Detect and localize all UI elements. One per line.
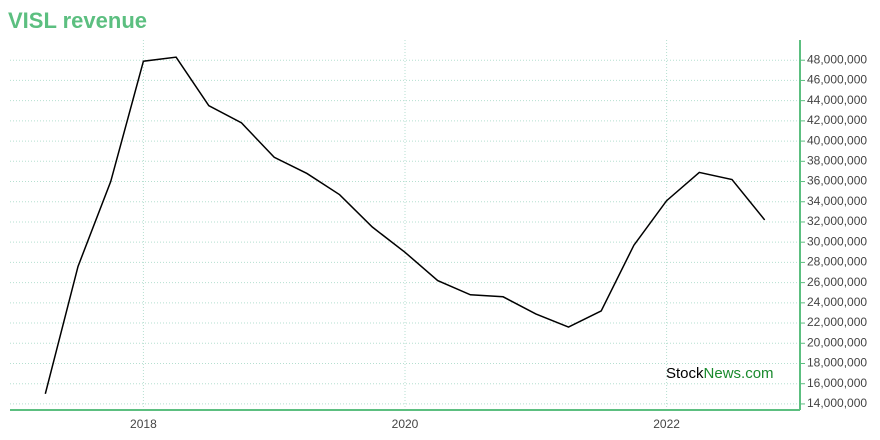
y-tick-label: 34,000,000 bbox=[807, 194, 867, 208]
x-tick-label: 2022 bbox=[653, 417, 680, 431]
watermark-right: News.com bbox=[704, 365, 774, 382]
y-tick-label: 18,000,000 bbox=[807, 356, 867, 370]
y-tick-label: 48,000,000 bbox=[807, 52, 867, 66]
y-tick-label: 14,000,000 bbox=[807, 396, 867, 410]
y-tick-label: 26,000,000 bbox=[807, 275, 867, 289]
y-tick-label: 24,000,000 bbox=[807, 295, 867, 309]
line bbox=[44, 56, 766, 395]
y-tick-label: 44,000,000 bbox=[807, 93, 867, 107]
y-tick-label: 20,000,000 bbox=[807, 335, 867, 349]
x-tick-label: 2020 bbox=[392, 417, 419, 431]
y-tick-label: 22,000,000 bbox=[807, 315, 867, 329]
y-tick-label: 36,000,000 bbox=[807, 174, 867, 188]
watermark-left: Stock bbox=[666, 365, 704, 382]
chart-title: VISL revenue bbox=[8, 8, 147, 33]
y-tick-label: 40,000,000 bbox=[807, 133, 867, 147]
y-tick-label: 30,000,000 bbox=[807, 234, 867, 248]
watermark: StockNews.com bbox=[666, 365, 774, 382]
x-tick-label: 2018 bbox=[130, 417, 157, 431]
y-tick-label: 16,000,000 bbox=[807, 376, 867, 390]
y-tick-label: 42,000,000 bbox=[807, 113, 867, 127]
y-tick-label: 28,000,000 bbox=[807, 255, 867, 269]
y-tick-label: 46,000,000 bbox=[807, 73, 867, 87]
y-tick-label: 38,000,000 bbox=[807, 153, 867, 167]
y-tick-label: 32,000,000 bbox=[807, 214, 867, 228]
